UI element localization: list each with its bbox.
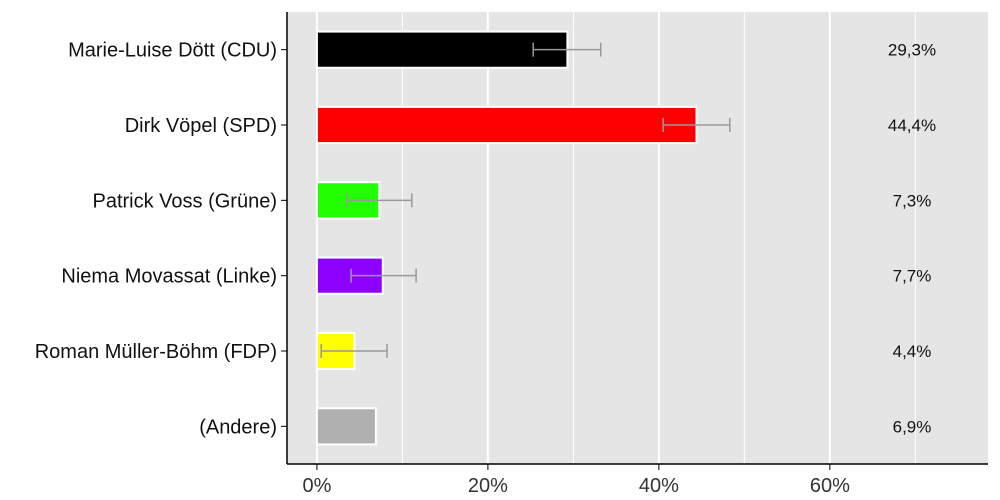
category-label: Marie-Luise Dött (CDU) <box>68 40 277 62</box>
labels: 0% 20% 40% 60% Marie-Luise Dött (CDU) 29,3% Di… <box>35 40 936 497</box>
error-bars <box>320 42 731 358</box>
error-bar <box>320 344 388 358</box>
value-label: 29,3% <box>888 41 936 60</box>
value-label: 6,9% <box>893 417 932 436</box>
value-label: 7,7% <box>893 267 932 286</box>
grid-lines <box>315 12 916 464</box>
category-label: Patrick Voss (Grüne) <box>92 190 277 212</box>
value-label: 7,3% <box>893 191 932 210</box>
error-bar <box>350 268 417 283</box>
x-tick-label: 60% <box>810 475 850 497</box>
bar <box>315 105 698 145</box>
value-label: 44,4% <box>888 116 936 135</box>
error-bar <box>346 193 413 208</box>
plot-background <box>287 12 988 464</box>
category-label: (Andere) <box>199 416 277 438</box>
category-label: Dirk Vöpel (SPD) <box>125 115 277 137</box>
x-tick-label: 0% <box>302 475 331 497</box>
x-tick-label: 20% <box>468 475 508 497</box>
x-tick-label: 40% <box>639 475 679 497</box>
bar <box>315 407 377 446</box>
bar <box>315 30 569 69</box>
category-label: Niema Movassat (Linke) <box>61 266 277 288</box>
error-bar <box>532 42 602 57</box>
category-label: Roman Müller-Böhm (FDP) <box>35 341 277 363</box>
error-bar <box>662 118 731 132</box>
value-label: 4,4% <box>893 342 932 361</box>
bars <box>315 30 698 446</box>
